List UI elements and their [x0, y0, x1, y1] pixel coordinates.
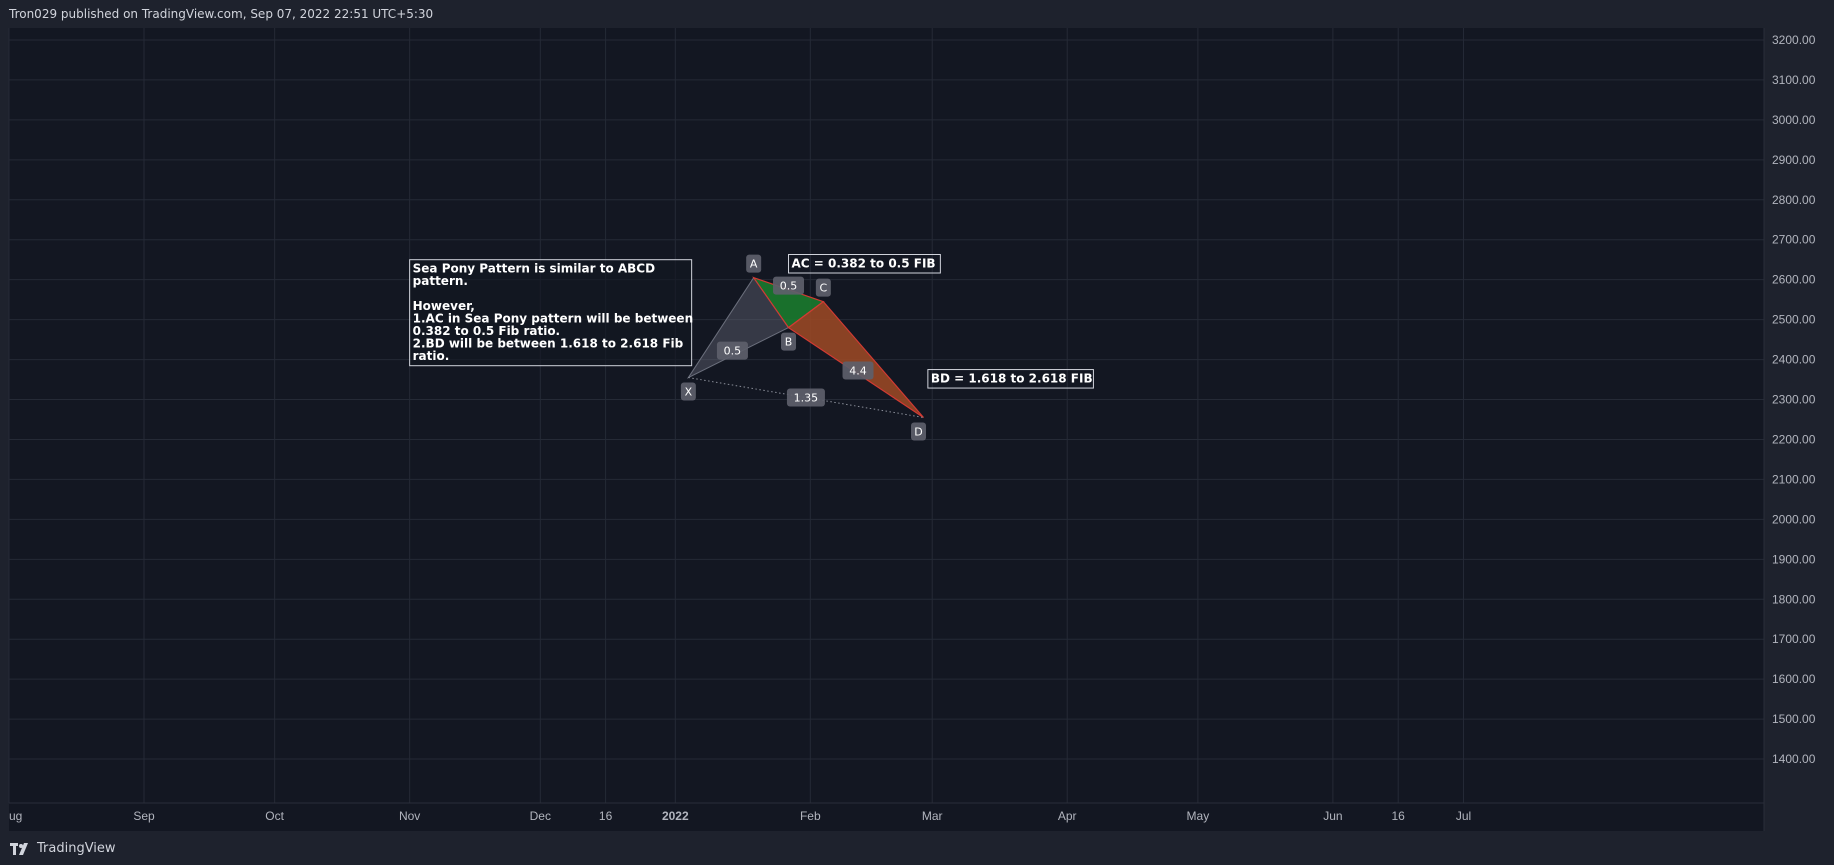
- x-tick-label: Feb: [800, 809, 821, 823]
- y-tick-label: 1900.00: [1772, 552, 1816, 566]
- svg-text:1.35: 1.35: [794, 392, 819, 405]
- svg-text:B: B: [785, 336, 793, 349]
- y-tick-label: 1500.00: [1772, 712, 1816, 726]
- annotation-text-line: 0.382 to 0.5 Fib ratio.: [413, 324, 560, 338]
- y-tick-label: 2600.00: [1772, 273, 1816, 287]
- x-tick-label: Mar: [922, 809, 943, 823]
- svg-text:0.5: 0.5: [780, 280, 798, 293]
- y-tick-label: 2300.00: [1772, 393, 1816, 407]
- tradingview-logo-icon: [10, 842, 28, 855]
- annotation-text-line: ratio.: [413, 349, 450, 363]
- point-label-a[interactable]: A: [746, 254, 762, 273]
- point-label-c[interactable]: C: [815, 278, 831, 297]
- y-tick-label: 1700.00: [1772, 632, 1816, 646]
- footer: TradingView: [0, 832, 1834, 865]
- ratio-label[interactable]: 4.4: [842, 361, 874, 380]
- point-label-d[interactable]: D: [911, 422, 927, 441]
- x-tick-label: Sep: [133, 809, 155, 823]
- x-tick-label: Nov: [399, 809, 420, 823]
- x-tick-label: Jul: [1456, 809, 1471, 823]
- brand-name: TradingView: [37, 841, 116, 856]
- price-axis[interactable]: 3200.00 3100.00 3000.00 2900.00 2800.00 2700.…: [1772, 33, 1816, 766]
- y-tick-label: 2100.00: [1772, 472, 1816, 486]
- y-tick-label: 1600.00: [1772, 672, 1816, 686]
- annotation-text-line: 2.BD will be between 1.618 to 2.618 Fib: [413, 337, 684, 351]
- annotation-bd[interactable]: BD = 1.618 to 2.618 FIB: [927, 369, 1094, 389]
- publish-info: Tron029 published on TradingView.com, Se…: [9, 7, 434, 21]
- grid-lines: [8, 28, 1764, 803]
- y-tick-label: 2800.00: [1772, 193, 1816, 207]
- annotation-note[interactable]: Sea Pony Pattern is similar to ABCDpatte…: [409, 259, 693, 367]
- svg-text:D: D: [914, 425, 922, 438]
- svg-text:X: X: [685, 386, 693, 399]
- x-tick-label: 16: [1392, 809, 1406, 823]
- svg-text:0.5: 0.5: [724, 345, 742, 358]
- x-tick-label: 16: [599, 809, 613, 823]
- svg-text:C: C: [820, 282, 828, 295]
- annotation-box: [409, 259, 693, 367]
- publish-header: Tron029 published on TradingView.com, Se…: [0, 0, 1834, 28]
- ratio-label[interactable]: 1.35: [786, 388, 825, 407]
- x-tick-label: ug: [9, 809, 22, 823]
- y-tick-label: 1800.00: [1772, 592, 1816, 606]
- point-label-b[interactable]: B: [781, 332, 797, 351]
- y-tick-label: 1400.00: [1772, 752, 1816, 766]
- x-tick-label: Apr: [1058, 809, 1077, 823]
- annotations[interactable]: Sea Pony Pattern is similar to ABCDpatte…: [409, 254, 1094, 389]
- x-tick-label: Dec: [530, 809, 551, 823]
- y-tick-label: 2200.00: [1772, 432, 1816, 446]
- annotation-box: [927, 369, 1094, 389]
- x-tick-label: Oct: [265, 809, 284, 823]
- ratio-label[interactable]: 0.5: [716, 341, 748, 360]
- annotation-text-line: AC = 0.382 to 0.5 FIB: [792, 257, 936, 271]
- annotation-text-line: pattern.: [413, 274, 468, 288]
- annotation-text-line: BD = 1.618 to 2.618 FIB: [931, 372, 1093, 386]
- x-tick-label: Jun: [1323, 809, 1342, 823]
- y-tick-label: 2900.00: [1772, 153, 1816, 167]
- point-label-x[interactable]: X: [680, 382, 696, 401]
- chart-pane[interactable]: [9, 28, 1764, 831]
- sea-pony-pattern[interactable]: X A B C D 0.5 0.5 4.4 1.35: [680, 254, 927, 441]
- x-tick-label: 2022: [662, 809, 689, 823]
- y-tick-label: 3000.00: [1772, 113, 1816, 127]
- ratio-label[interactable]: 0.5: [773, 276, 805, 295]
- tradingview-brand[interactable]: TradingView: [10, 841, 116, 856]
- y-tick-label: 2400.00: [1772, 353, 1816, 367]
- y-tick-label: 2000.00: [1772, 512, 1816, 526]
- x-tick-label: May: [1187, 809, 1210, 823]
- y-tick-label: 2700.00: [1772, 233, 1816, 247]
- svg-text:4.4: 4.4: [849, 365, 867, 378]
- time-axis[interactable]: ug Sep Oct Nov Dec 16 2022 Feb Mar Apr May Jun 16 Jul: [9, 809, 1471, 823]
- annotation-ac[interactable]: AC = 0.382 to 0.5 FIB: [788, 254, 941, 274]
- annotation-box: [788, 254, 941, 274]
- y-tick-label: 3100.00: [1772, 73, 1816, 87]
- svg-text:A: A: [750, 258, 758, 271]
- annotation-text-line: However,: [413, 299, 475, 313]
- y-tick-label: 2500.00: [1772, 313, 1816, 327]
- y-tick-label: 3200.00: [1772, 33, 1816, 47]
- annotation-text-line: 1.AC in Sea Pony pattern will be between: [413, 312, 693, 326]
- annotation-text-line: Sea Pony Pattern is similar to ABCD: [413, 262, 655, 276]
